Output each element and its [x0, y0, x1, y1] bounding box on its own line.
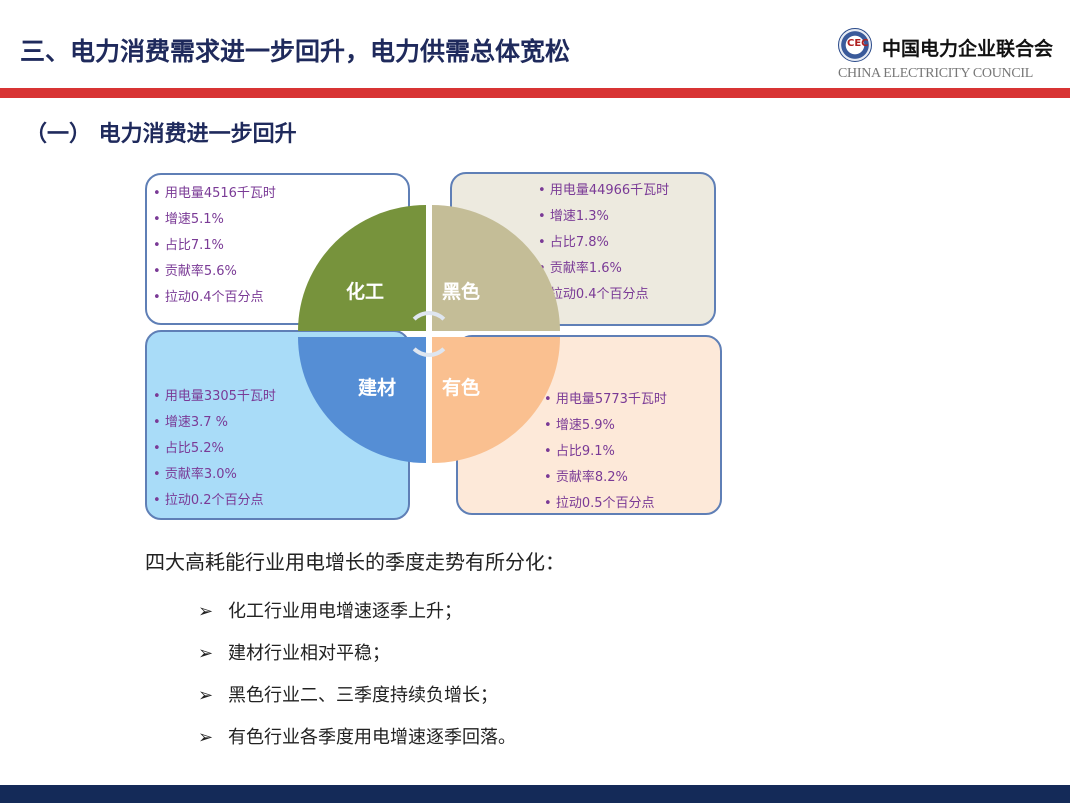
industry-quadrant-diagram: 化工 黑色 建材 有色 [298, 205, 563, 465]
cec-seal-icon: CEC [838, 28, 872, 62]
slide-title: 三、电力消费需求进一步回升，电力供需总体宽松 [20, 37, 571, 66]
summary-point: ➢ 黑色行业二、三季度持续负增长； [198, 682, 516, 724]
stat-item: 用电量44966千瓦时 [538, 178, 714, 204]
quadrant-nonferrous: 有色 [432, 337, 560, 463]
stat-item: 增速1.3% [538, 204, 714, 230]
arrowhead-icon: ➢ [198, 727, 214, 748]
stat-item: 占比5.2% [153, 436, 408, 462]
summary-lead: 四大高耗能行业用电增长的季度走势有所分化： [145, 550, 565, 574]
header-divider [0, 88, 1070, 98]
stat-item: 拉动0.2个百分点 [153, 488, 408, 514]
stat-item: 占比7.1% [153, 233, 408, 259]
footer-bar [0, 785, 1070, 803]
stat-item: 用电量3305千瓦时 [153, 384, 408, 410]
stat-item: 拉动0.5个百分点 [544, 491, 720, 517]
summary-point: ➢ 有色行业各季度用电增速逐季回落。 [198, 724, 516, 766]
stat-item: 拉动0.4个百分点 [538, 282, 714, 308]
summary-point: ➢ 化工行业用电增速逐季上升； [198, 598, 516, 640]
arrowhead-icon: ➢ [198, 601, 214, 622]
summary-points: ➢ 化工行业用电增速逐季上升； ➢ 建材行业相对平稳； ➢ 黑色行业二、三季度持续负增… [198, 598, 516, 766]
summary-point: ➢ 建材行业相对平稳； [198, 640, 516, 682]
stat-item: 贡献率5.6% [153, 259, 408, 285]
stat-item: 贡献率3.0% [153, 462, 408, 488]
logo-chinese-name: 中国电力企业联合会 [882, 38, 1054, 60]
section-subtitle: （一） 电力消费进一步回升 [25, 122, 297, 147]
stat-item: 贡献率1.6% [538, 256, 714, 282]
quadrant-chemical: 化工 [298, 205, 426, 331]
logo-english-name: CHINA ELECTRICITY COUNCIL [838, 66, 1033, 81]
stat-item: 用电量5773千瓦时 [544, 387, 720, 413]
stat-item: 增速3.7 % [153, 410, 408, 436]
stat-item: 占比7.8% [538, 230, 714, 256]
stat-item: 增速5.9% [544, 413, 720, 439]
cycle-arrows-icon [406, 311, 452, 357]
stat-item: 拉动0.4个百分点 [153, 285, 408, 311]
stat-item: 贡献率8.2% [544, 465, 720, 491]
arrowhead-icon: ➢ [198, 643, 214, 664]
quadrant-building: 建材 [298, 337, 426, 463]
quadrant-ferrous: 黑色 [432, 205, 560, 331]
cec-logo: CEC 中国电力企业联合会 CHINA ELECTRICITY COUNCIL [838, 28, 1068, 83]
stat-item: 占比9.1% [544, 439, 720, 465]
arrowhead-icon: ➢ [198, 685, 214, 706]
stat-item: 用电量4516千瓦时 [153, 181, 408, 207]
stat-item: 增速5.1% [153, 207, 408, 233]
